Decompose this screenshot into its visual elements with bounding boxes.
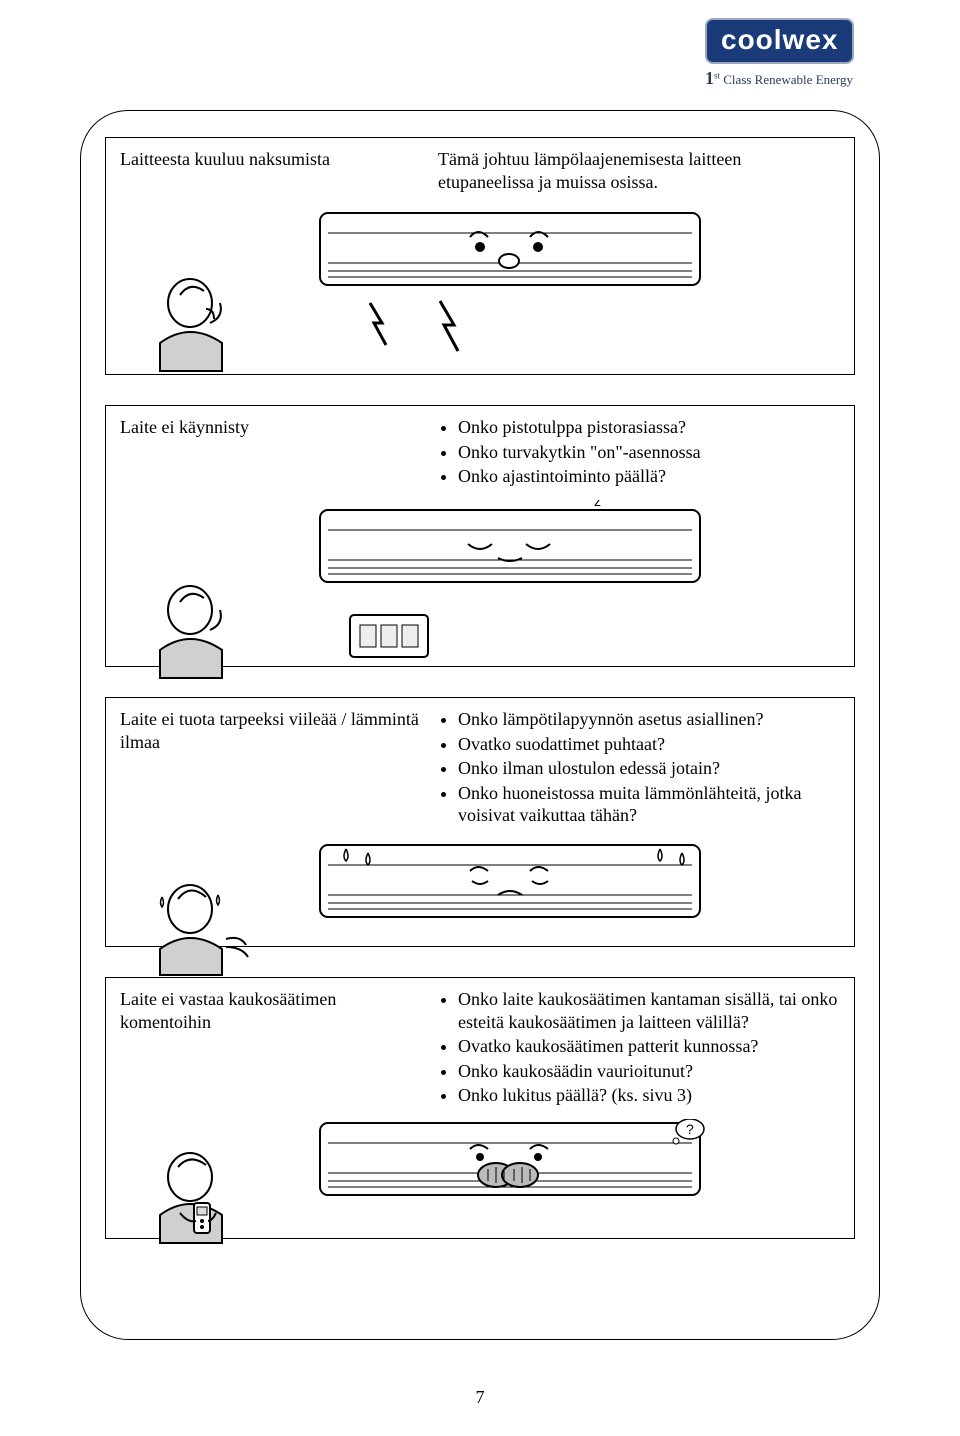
illustration-remote: ? bbox=[120, 1119, 840, 1249]
list-item: Onko huoneistossa muita lämmönlähteitä, … bbox=[458, 782, 840, 827]
list-item: Ovatko suodattimet puhtaat? bbox=[458, 733, 840, 756]
svg-text:?: ? bbox=[686, 1121, 694, 1137]
ac-noise-svg bbox=[120, 203, 840, 373]
list-item: Onko lämpötilapyynnön asetus asiallinen? bbox=[458, 708, 840, 731]
list-item: Onko laite kaukosäätimen kantaman sisäll… bbox=[458, 988, 840, 1033]
list-item: Onko turvakytkin "on"-asennossa bbox=[458, 441, 840, 464]
ac-sleep-svg: z z z bbox=[120, 500, 840, 680]
brand-tagline: 1st Class Renewable Energy bbox=[705, 68, 940, 89]
brand-badge: coolwex bbox=[705, 18, 854, 64]
illustration-nocool bbox=[120, 839, 840, 979]
card-title: Laite ei tuota tarpeeksi viileää / lämmi… bbox=[120, 708, 420, 829]
card-bullet-list: Onko lämpötilapyynnön asetus asiallinen?… bbox=[438, 708, 840, 827]
card-bullet-list: Onko laite kaukosäätimen kantaman sisäll… bbox=[438, 988, 840, 1107]
brand-name: coolwex bbox=[721, 24, 838, 55]
illustration-nostart: z z z bbox=[120, 500, 840, 680]
card-bullet-list: Onko pistotulppa pistorasiassa? Onko tur… bbox=[438, 416, 840, 488]
brand-logo-block: coolwex 1st Class Renewable Energy bbox=[705, 18, 940, 89]
svg-text:z: z bbox=[594, 500, 601, 509]
list-item: Onko pistotulppa pistorasiassa? bbox=[458, 416, 840, 439]
page-frame: Laitteesta kuuluu naksumista Tämä johtuu… bbox=[80, 110, 880, 1340]
svg-text:z: z bbox=[606, 500, 614, 502]
list-item: Onko lukitus päällä? (ks. sivu 3) bbox=[458, 1084, 840, 1107]
troubleshoot-card-nocool: Laite ei tuota tarpeeksi viileää / lämmi… bbox=[105, 697, 855, 947]
ac-sweat-svg bbox=[120, 839, 840, 979]
page-number: 7 bbox=[0, 1387, 960, 1408]
list-item: Onko kaukosäädin vaurioitunut? bbox=[458, 1060, 840, 1083]
list-item: Onko ilman ulostulon edessä jotain? bbox=[458, 757, 840, 780]
card-title: Laitteesta kuuluu naksumista bbox=[120, 148, 420, 193]
card-title: Laite ei käynnisty bbox=[120, 416, 420, 490]
card-body: Tämä johtuu lämpölaajenemisesta laitteen… bbox=[438, 148, 840, 193]
list-item: Ovatko kaukosäätimen patterit kunnossa? bbox=[458, 1035, 840, 1058]
illustration-noise bbox=[120, 203, 840, 373]
troubleshoot-card-noise: Laitteesta kuuluu naksumista Tämä johtuu… bbox=[105, 137, 855, 375]
troubleshoot-card-nostart: Laite ei käynnisty Onko pistotulppa pist… bbox=[105, 405, 855, 667]
ac-muffled-svg: ? bbox=[120, 1119, 840, 1249]
troubleshoot-card-remote: Laite ei vastaa kaukosäätimen komentoihi… bbox=[105, 977, 855, 1239]
card-title: Laite ei vastaa kaukosäätimen komentoihi… bbox=[120, 988, 420, 1109]
list-item: Onko ajastintoiminto päällä? bbox=[458, 465, 840, 488]
